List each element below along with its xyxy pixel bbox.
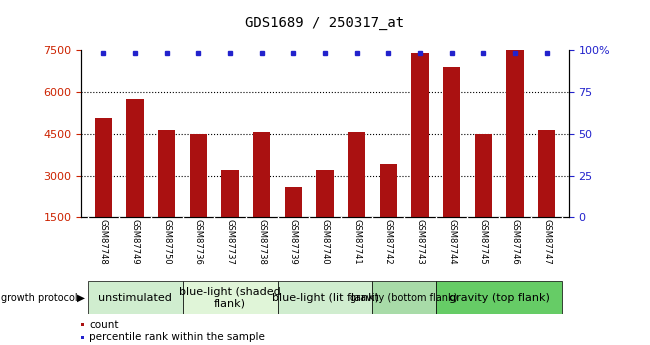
Text: ▶: ▶ [77, 293, 85, 303]
Bar [95, 118, 112, 217]
Bar [506, 50, 524, 217]
Text: GSM87749: GSM87749 [131, 219, 140, 265]
Text: GSM87744: GSM87744 [447, 219, 456, 265]
Bar [190, 134, 207, 217]
Bar [285, 187, 302, 217]
Bar [348, 132, 365, 217]
Text: GSM87738: GSM87738 [257, 219, 266, 265]
Text: GSM87739: GSM87739 [289, 219, 298, 265]
Bar [436, 281, 562, 314]
Text: count: count [89, 320, 119, 330]
Text: blue-light (lit flank): blue-light (lit flank) [272, 293, 378, 303]
Text: blue-light (shaded
flank): blue-light (shaded flank) [179, 287, 281, 308]
Text: percentile rank within the sample: percentile rank within the sample [89, 332, 265, 342]
Bar [126, 99, 144, 217]
Text: GDS1689 / 250317_at: GDS1689 / 250317_at [246, 16, 404, 30]
Text: GSM87747: GSM87747 [542, 219, 551, 265]
Bar [278, 281, 372, 314]
Text: GSM87740: GSM87740 [320, 219, 330, 265]
Bar [474, 134, 492, 217]
Bar [183, 281, 278, 314]
Bar [317, 170, 333, 217]
Text: GSM87742: GSM87742 [384, 219, 393, 265]
Text: gravity (bottom flank): gravity (bottom flank) [350, 293, 458, 303]
Text: growth protocol: growth protocol [1, 293, 77, 303]
Bar [538, 129, 555, 217]
Bar [372, 281, 436, 314]
Text: GSM87743: GSM87743 [415, 219, 424, 265]
Text: GSM87736: GSM87736 [194, 219, 203, 265]
Bar [411, 53, 428, 217]
Bar [253, 132, 270, 217]
Bar [380, 164, 397, 217]
Text: GSM87746: GSM87746 [510, 219, 519, 265]
Bar [222, 170, 239, 217]
Text: GSM87750: GSM87750 [162, 219, 171, 265]
Bar [443, 67, 460, 217]
Text: gravity (top flank): gravity (top flank) [448, 293, 549, 303]
Text: GSM87737: GSM87737 [226, 219, 235, 265]
Text: GSM87745: GSM87745 [479, 219, 488, 265]
Bar [158, 129, 176, 217]
Text: unstimulated: unstimulated [98, 293, 172, 303]
Text: GSM87748: GSM87748 [99, 219, 108, 265]
Bar [88, 281, 183, 314]
Text: GSM87741: GSM87741 [352, 219, 361, 265]
